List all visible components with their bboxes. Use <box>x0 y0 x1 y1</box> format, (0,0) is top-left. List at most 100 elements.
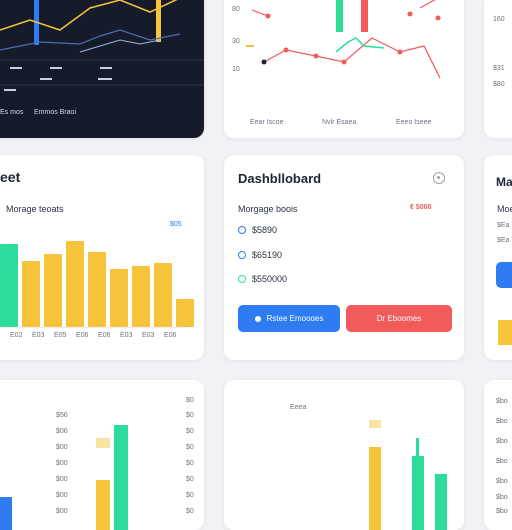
dashboard-title: Dashbllobard <box>238 171 322 186</box>
bar-4 <box>88 252 106 327</box>
bar-8 <box>176 299 194 327</box>
top-right-card: 160 $31 $80 <box>484 0 512 138</box>
chart-bar-yellow <box>96 480 110 530</box>
bar-2 <box>44 254 62 327</box>
card-badge: $05 <box>170 221 182 228</box>
row-label: $bo <box>496 438 508 445</box>
line-chart <box>246 0 441 79</box>
dashboard-badge: € $000 <box>410 204 432 211</box>
stat-value: $550000 <box>252 274 288 284</box>
data-point <box>313 53 319 59</box>
dark-line-chart <box>0 0 204 91</box>
row-label: $bo <box>496 418 508 425</box>
x-axis: E02 E03 E05 E06 E06 E03 E03 E06 <box>0 332 190 342</box>
row-label: $00 <box>56 476 68 483</box>
series-red-top <box>251 9 269 17</box>
value-label: $80 <box>493 81 505 88</box>
right-label: $0 <box>186 444 194 451</box>
dashboard-subtitle: Morgage boois <box>238 204 298 214</box>
chart-bar-teal-thin <box>416 438 419 456</box>
data-point <box>397 49 403 55</box>
stat-row: $65190 <box>238 250 282 260</box>
data-point <box>341 59 347 65</box>
dark-card-label-2: Emmos Braoi <box>34 109 77 116</box>
right-card-title: Ma <box>496 175 512 189</box>
secondary-action-button[interactable]: Dr Eboomes <box>346 305 452 332</box>
stat-value: $5890 <box>252 225 278 235</box>
x-label: E06 <box>98 332 111 339</box>
chart-bar-green <box>114 425 128 530</box>
card-subtitle: Morage teoats <box>6 204 64 214</box>
bottom-middle-chart-card: Eeea <box>224 380 464 530</box>
row-label: $00 <box>56 444 68 451</box>
secondary-button-label: Dr Eboomes <box>376 314 422 323</box>
right-card-bar <box>498 320 512 345</box>
value-label: $31 <box>493 65 505 72</box>
primary-action-button[interactable]: Rstee Emoooes <box>238 305 340 332</box>
data-point <box>261 59 267 65</box>
chart-bar-yellow-light <box>96 438 110 448</box>
dark-bar-yellow <box>156 0 161 42</box>
x-label: E03 <box>142 332 155 339</box>
series-red-right <box>419 0 436 9</box>
row-label: $00 <box>56 492 68 499</box>
chart-bar-green <box>336 0 343 32</box>
x-label: E06 <box>164 332 177 339</box>
data-point <box>435 15 441 21</box>
bar-3 <box>66 241 84 327</box>
right-label: $0 <box>186 412 194 419</box>
dark-series-blue <box>0 29 181 51</box>
x-label: E06 <box>76 332 89 339</box>
x-label: E05 <box>54 332 67 339</box>
dark-series-light <box>79 39 161 53</box>
y-tick: 10 <box>232 66 240 73</box>
right-label: $0 <box>186 428 194 435</box>
right-card-item: $Ea <box>497 222 510 229</box>
bar-chart <box>0 233 194 328</box>
top-middle-chart-card: 80 30 10 Eear Iscoe Nvlr Esaea Eeeo Isee… <box>224 0 464 138</box>
dollar-icon <box>238 226 246 234</box>
right-card: Ma Moe $Ea $Ea <box>484 155 512 360</box>
right-label: $0 <box>186 397 194 404</box>
chart-bar-yellow <box>369 447 381 530</box>
right-card-button[interactable] <box>496 262 512 288</box>
data-point <box>265 13 271 19</box>
stat-row: $550000 <box>238 274 287 284</box>
right-card-subtitle: Moe <box>497 204 512 214</box>
bottom-right-card: $bo $bo $bo $bo $bo $bo $bo <box>484 380 512 530</box>
data-point <box>407 11 413 17</box>
bar-0 <box>0 244 18 327</box>
bar-7 <box>154 263 172 327</box>
row-label: $00 <box>56 460 68 467</box>
stat-row: $5890 <box>238 225 277 235</box>
row-label: $06 <box>56 428 68 435</box>
chart-bar-green <box>412 456 424 530</box>
row-label: $bo <box>496 494 508 501</box>
x-label: E03 <box>120 332 133 339</box>
chart-bar-blue <box>0 497 12 530</box>
stat-value: $65190 <box>252 250 283 260</box>
row-label: $bo <box>496 458 508 465</box>
left-bar-chart-card: eet Morage teoats $05 E02 E03 E05 E06 E0… <box>0 155 204 360</box>
value-label: 160 <box>493 16 505 23</box>
dark-card-label-1: Es mos <box>0 109 24 116</box>
bar-1 <box>22 261 40 327</box>
record-icon <box>254 315 261 322</box>
right-card-item: $Ea <box>497 237 510 244</box>
x-label: E03 <box>32 332 45 339</box>
y-tick: 80 <box>232 6 240 13</box>
chart-bar-green <box>435 474 447 530</box>
row-label: $56 <box>56 412 68 419</box>
right-label: $0 <box>186 460 194 467</box>
primary-button-label: Rstee Emoooes <box>266 314 324 323</box>
dollar-icon <box>238 275 246 283</box>
row-label: $bo <box>496 478 508 485</box>
y-tick: 30 <box>232 38 240 45</box>
bottom-left-chart-card: $56 $06 $00 $00 $00 $00 $00 $0 $0 $0 $0 … <box>0 380 204 530</box>
data-point <box>283 47 289 53</box>
series-red <box>263 37 441 79</box>
chart-bar-yellow-light <box>369 420 381 428</box>
dark-series-yellow <box>0 0 178 31</box>
row-label: $bo <box>496 398 508 405</box>
settings-icon[interactable] <box>433 172 445 184</box>
